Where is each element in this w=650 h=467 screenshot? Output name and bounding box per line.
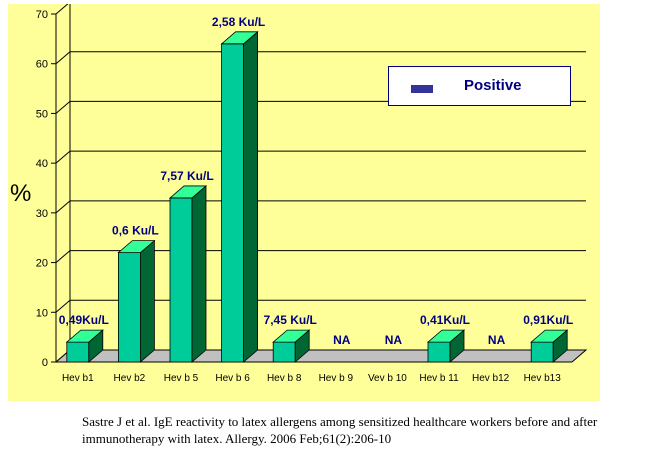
x-tick-label: Hev b12 — [472, 373, 510, 384]
gridline-slant — [55, 200, 71, 214]
x-tick-label: Hev b13 — [524, 373, 562, 384]
data-label: 0,49Ku/L — [59, 313, 109, 327]
data-label: 0,91Ku/L — [523, 313, 573, 327]
bar-chart: 0 10 20 30 40 50 60 70 0,49Ku/L Hev b1 0,6 Ku/L Hev… — [36, 4, 588, 384]
data-label: 7,57 Ku/L — [160, 169, 213, 183]
caption-line-2: immunotherapy with latex. Allergy. 2006 … — [82, 431, 392, 446]
data-label: NA — [488, 333, 506, 347]
bar-top — [65, 329, 104, 343]
gridline-slant — [55, 150, 71, 164]
y-tick-label: 30 — [36, 208, 48, 220]
gridline-slant — [55, 250, 71, 263]
x-tick-label: Hev b 6 — [215, 373, 250, 384]
bar-front — [118, 252, 141, 363]
bar-front — [272, 341, 296, 363]
x-tick-label: Hev b 9 — [319, 373, 354, 384]
x-tick-label: Hev b1 — [62, 373, 94, 384]
bar-front — [530, 341, 554, 363]
bar-front — [221, 43, 245, 363]
bar-top — [168, 185, 208, 199]
legend: Positive — [388, 66, 571, 106]
y-tick-label: 20 — [36, 258, 48, 270]
bar-top — [426, 329, 466, 343]
x-tick-label: Vev b 10 — [368, 373, 407, 384]
y-tick-label: 50 — [36, 108, 48, 120]
chart-area: 0 10 20 30 40 50 60 70 0,49Ku/L Hev b1 0,6 Ku/L Hev… — [8, 4, 600, 401]
bar-top — [272, 329, 311, 343]
x-tick-label: Hev b 11 — [419, 373, 459, 384]
data-label: NA — [333, 333, 351, 347]
bar-top — [220, 31, 259, 45]
y-tick-label: 40 — [36, 158, 48, 170]
gridline-slant — [55, 299, 71, 313]
legend-swatch-icon — [411, 85, 433, 93]
gridline-slant — [55, 101, 71, 114]
y-tick-label: 70 — [36, 9, 48, 21]
y-tick-label: 0 — [42, 357, 48, 369]
data-label: NA — [385, 333, 403, 347]
bar-front — [66, 341, 90, 363]
gridline-slant — [55, 4, 69, 15]
y-axis-label: % — [10, 180, 32, 207]
x-tick-label: Hev b 5 — [164, 373, 199, 384]
bar-side — [191, 185, 207, 363]
bar-front — [169, 197, 193, 363]
y-tick-label: 10 — [36, 307, 48, 319]
gridline-slant — [55, 51, 71, 65]
legend-label: Positive — [464, 77, 522, 94]
data-label: 7,45 Ku/L — [264, 313, 317, 327]
bar-side — [139, 239, 155, 363]
bar-side — [243, 30, 259, 363]
x-tick-label: Hev b2 — [114, 373, 146, 384]
bar-front — [427, 341, 451, 363]
bar-top — [117, 240, 156, 254]
x-tick-label: Hev b 8 — [267, 373, 302, 384]
caption: Sastre J et al. IgE reactivity to latex … — [82, 413, 622, 447]
bar-top — [530, 329, 569, 343]
caption-line-1: Sastre J et al. IgE reactivity to latex … — [82, 414, 598, 429]
data-label: 0,41Ku/L — [420, 313, 470, 327]
data-label: 0,6 Ku/L — [112, 224, 159, 238]
y-tick-label: 60 — [36, 59, 48, 71]
data-label: 2,58 Ku/L — [212, 15, 265, 29]
